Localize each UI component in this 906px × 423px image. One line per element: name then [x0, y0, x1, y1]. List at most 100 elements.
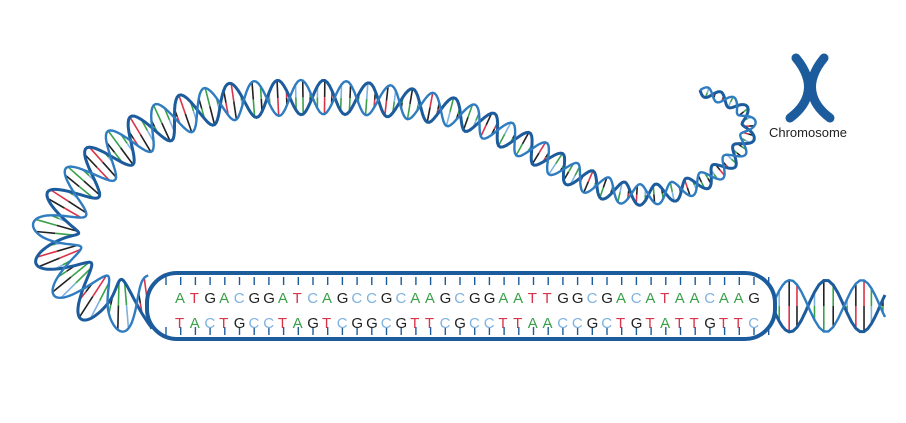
chromosome-label: Chromosome — [769, 125, 847, 140]
base-pair — [587, 170, 594, 183]
base-pair — [96, 166, 110, 181]
base: T — [175, 315, 184, 332]
base-pair — [60, 282, 77, 299]
base: G — [587, 315, 599, 332]
base-pair — [78, 296, 94, 318]
base: G — [366, 315, 378, 332]
helix — [31, 78, 887, 334]
base-pair — [406, 103, 411, 120]
base: A — [734, 290, 744, 307]
base-pair — [503, 122, 512, 135]
base: T — [543, 290, 552, 307]
base-pair — [531, 152, 540, 165]
base-pair — [52, 276, 72, 293]
base-pair — [252, 99, 256, 117]
base: C — [557, 315, 568, 332]
base: G — [631, 315, 643, 332]
base: A — [675, 290, 685, 307]
base-pair — [178, 95, 187, 115]
base: C — [748, 315, 759, 332]
base: T — [660, 290, 669, 307]
base-pair — [119, 147, 134, 166]
base-pair — [84, 153, 98, 168]
base-pair — [669, 182, 674, 192]
base: C — [337, 315, 348, 332]
base: C — [307, 290, 318, 307]
base: G — [748, 290, 760, 307]
base: A — [293, 315, 303, 332]
base-pair — [184, 113, 193, 133]
base: A — [219, 290, 229, 307]
base: T — [190, 290, 199, 307]
chromosome-icon — [785, 53, 835, 123]
base-pair — [64, 174, 80, 188]
base-pair — [102, 161, 117, 178]
base: A — [322, 290, 332, 307]
base: C — [704, 290, 715, 307]
base: A — [660, 315, 670, 332]
base-pair — [117, 281, 120, 306]
base: G — [337, 290, 349, 307]
base-pair — [445, 111, 451, 127]
base: C — [572, 315, 583, 332]
base: C — [204, 315, 215, 332]
base-pair — [467, 104, 474, 118]
base: T — [528, 290, 537, 307]
base: G — [249, 290, 261, 307]
base-pair — [75, 267, 92, 284]
base-pair — [515, 143, 524, 156]
strand — [31, 78, 757, 333]
base: T — [322, 315, 331, 332]
base: G — [440, 290, 452, 307]
base-pair — [582, 181, 590, 193]
base: C — [631, 290, 642, 307]
box-ticks — [165, 277, 770, 335]
base: C — [381, 315, 392, 332]
base: T — [513, 315, 522, 332]
base: T — [293, 290, 302, 307]
base-pair — [548, 163, 557, 175]
base-pair — [92, 275, 107, 297]
base: C — [396, 290, 407, 307]
base: A — [528, 315, 538, 332]
base-pair — [38, 257, 60, 268]
base: A — [175, 290, 185, 307]
base-pair — [277, 98, 280, 116]
base: T — [675, 315, 684, 332]
base-pair — [107, 130, 122, 149]
base: G — [234, 315, 246, 332]
base-pair — [139, 134, 152, 153]
base-pair — [47, 197, 65, 209]
base-pair — [276, 80, 279, 99]
base-pair — [209, 106, 216, 125]
base-pair — [70, 261, 90, 278]
base: A — [425, 290, 435, 307]
base-pair — [36, 250, 58, 258]
base: C — [263, 315, 274, 332]
base: T — [734, 315, 743, 332]
base: A — [410, 290, 420, 307]
base-pair — [35, 218, 57, 227]
strand — [770, 278, 887, 333]
base-pair — [99, 282, 110, 301]
base: T — [616, 315, 625, 332]
base: A — [645, 290, 655, 307]
strand — [770, 278, 887, 334]
base-pair — [117, 305, 120, 330]
base-pair — [409, 88, 414, 105]
base-pair — [204, 87, 211, 107]
base-pair — [88, 146, 104, 163]
base: A — [190, 315, 200, 332]
base-pair — [50, 189, 69, 203]
base-pair — [365, 82, 369, 100]
base-pair — [364, 98, 368, 116]
base: G — [351, 315, 363, 332]
base: C — [601, 315, 612, 332]
base: C — [469, 315, 480, 332]
base: A — [616, 290, 626, 307]
base-pair — [554, 152, 564, 165]
base-pair — [449, 97, 455, 113]
